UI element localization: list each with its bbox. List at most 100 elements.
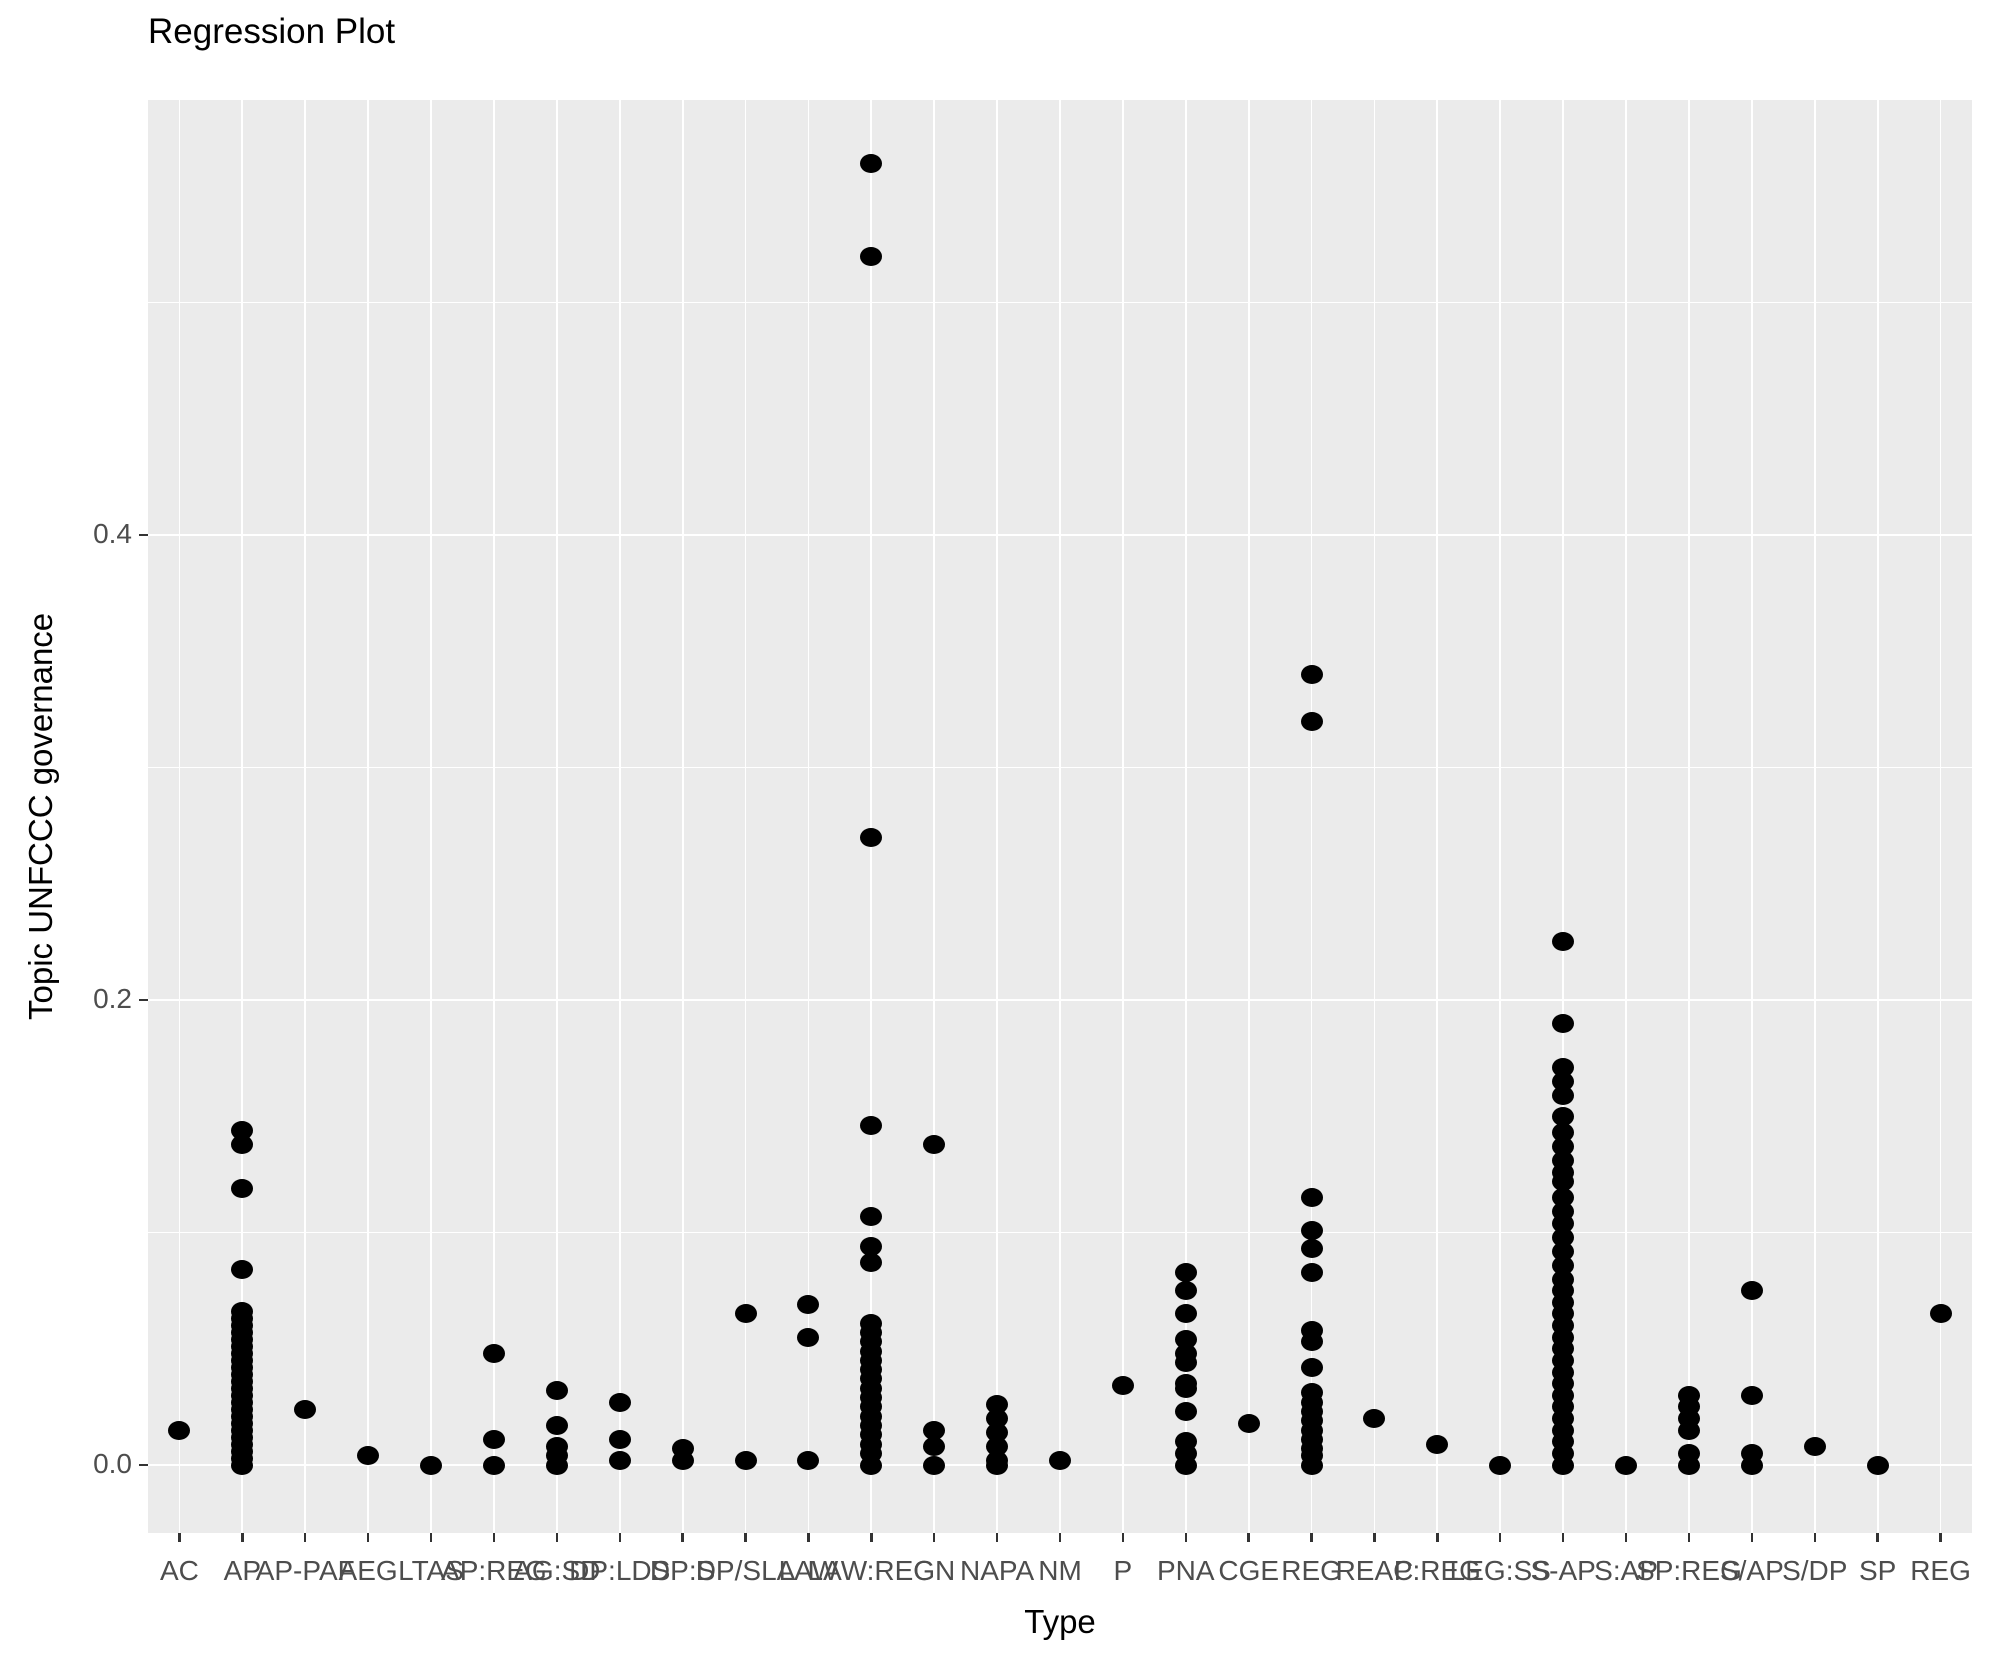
gridline-v bbox=[367, 100, 370, 1533]
x-tick-mark bbox=[1247, 1533, 1250, 1542]
gridline-v bbox=[681, 100, 684, 1533]
plot-title: Regression Plot bbox=[148, 12, 396, 51]
x-tick-mark bbox=[1687, 1533, 1691, 1542]
x-tick-mark bbox=[1876, 1533, 1879, 1542]
data-point bbox=[1615, 1455, 1638, 1475]
x-tick-mark bbox=[1436, 1533, 1439, 1542]
gridline-v bbox=[304, 100, 307, 1533]
gridline-v bbox=[430, 100, 432, 1533]
gridline-v bbox=[1121, 100, 1124, 1533]
data-point bbox=[860, 1206, 883, 1226]
x-tick-mark bbox=[1750, 1533, 1754, 1542]
gridline-v bbox=[1373, 100, 1376, 1533]
x-axis-title: Type bbox=[1024, 1603, 1096, 1640]
x-tick-label: NAPA bbox=[960, 1555, 1035, 1586]
data-point bbox=[1111, 1376, 1134, 1396]
data-point bbox=[860, 827, 883, 847]
data-point bbox=[860, 1455, 883, 1475]
gridline-v bbox=[807, 100, 810, 1533]
data-point bbox=[1363, 1409, 1386, 1428]
gridline-v bbox=[744, 100, 747, 1533]
x-tick-label: AP bbox=[223, 1555, 262, 1586]
gridline-v bbox=[870, 100, 873, 1533]
data-point bbox=[545, 1381, 568, 1401]
gridline-v bbox=[1625, 100, 1627, 1533]
data-point bbox=[1300, 1220, 1323, 1240]
x-tick-label: AEG bbox=[338, 1555, 398, 1586]
data-point bbox=[1929, 1304, 1952, 1324]
gridline-v bbox=[1059, 100, 1061, 1533]
x-tick-mark bbox=[681, 1533, 684, 1542]
y-tick-label: 0.0 bbox=[93, 1448, 132, 1479]
data-point bbox=[797, 1295, 820, 1315]
x-tick-mark bbox=[1184, 1533, 1187, 1542]
x-tick-mark bbox=[304, 1533, 307, 1542]
data-point bbox=[231, 1455, 254, 1475]
data-point bbox=[420, 1455, 443, 1475]
x-tick-label: GN bbox=[913, 1555, 956, 1586]
x-tick-mark bbox=[1561, 1533, 1565, 1542]
gridline-v bbox=[933, 100, 936, 1533]
data-point bbox=[1740, 1455, 1763, 1475]
data-point bbox=[482, 1455, 505, 1475]
gridline-v bbox=[1750, 100, 1753, 1533]
x-tick-label: REAC bbox=[1335, 1555, 1414, 1586]
gridline-v bbox=[555, 100, 558, 1533]
data-point bbox=[294, 1399, 317, 1419]
x-tick-label: S-AP bbox=[1530, 1555, 1596, 1586]
x-tick-label: NM bbox=[1038, 1555, 1082, 1586]
data-point bbox=[1300, 1239, 1323, 1259]
data-point bbox=[1677, 1420, 1700, 1440]
data-point bbox=[860, 1253, 883, 1273]
data-point bbox=[797, 1450, 820, 1470]
x-tick-mark bbox=[807, 1533, 810, 1542]
x-tick-mark bbox=[1310, 1533, 1313, 1542]
x-tick-mark bbox=[366, 1533, 370, 1542]
data-point bbox=[1174, 1353, 1197, 1373]
gridline-v bbox=[618, 100, 621, 1533]
data-point bbox=[1552, 1171, 1575, 1191]
y-axis-title: Topic UNFCCC governance bbox=[22, 612, 59, 1020]
data-point bbox=[482, 1343, 505, 1363]
x-tick-mark bbox=[1058, 1533, 1062, 1542]
x-tick-label: LEG:SS bbox=[1449, 1555, 1551, 1586]
gridline-v bbox=[1247, 100, 1250, 1533]
data-point bbox=[608, 1429, 631, 1449]
x-tick-mark bbox=[618, 1533, 621, 1542]
x-tick-label: S:AP bbox=[1594, 1555, 1658, 1586]
x-tick-label: S/AP bbox=[1719, 1555, 1784, 1586]
x-tick-label: DP/SLA bbox=[695, 1555, 796, 1586]
x-tick-label: DP:S bbox=[649, 1555, 716, 1586]
data-point bbox=[1174, 1262, 1197, 1282]
gridline-v bbox=[1436, 100, 1439, 1533]
x-tick-mark bbox=[995, 1533, 999, 1542]
data-point bbox=[1740, 1385, 1763, 1405]
data-point bbox=[168, 1420, 191, 1440]
data-point bbox=[671, 1450, 694, 1470]
data-point bbox=[1300, 1262, 1323, 1282]
data-point bbox=[860, 153, 883, 173]
data-point bbox=[1174, 1402, 1197, 1422]
x-tick-mark bbox=[1373, 1533, 1376, 1542]
x-tick-label: CGE bbox=[1218, 1555, 1280, 1586]
data-point bbox=[231, 1178, 254, 1198]
data-point bbox=[860, 1236, 883, 1256]
data-point bbox=[482, 1429, 505, 1449]
data-point bbox=[860, 1116, 883, 1136]
gridline-v bbox=[1310, 100, 1313, 1533]
data-point bbox=[1677, 1455, 1700, 1475]
x-tick-label: REG bbox=[1281, 1555, 1342, 1586]
gridline-v bbox=[1688, 100, 1690, 1533]
y-tick-mark bbox=[139, 1463, 148, 1467]
data-point bbox=[734, 1450, 757, 1470]
gridline-v bbox=[1184, 100, 1187, 1533]
data-point bbox=[1174, 1281, 1197, 1301]
data-point bbox=[1300, 1188, 1323, 1208]
x-tick-label: SP bbox=[1858, 1555, 1897, 1586]
gridline-v bbox=[1939, 100, 1942, 1533]
data-point bbox=[1426, 1434, 1449, 1454]
y-tick-mark bbox=[139, 533, 148, 537]
x-tick-mark bbox=[1813, 1533, 1816, 1542]
x-tick-label: P bbox=[1113, 1555, 1133, 1586]
x-tick-label: LTAS bbox=[398, 1555, 464, 1586]
